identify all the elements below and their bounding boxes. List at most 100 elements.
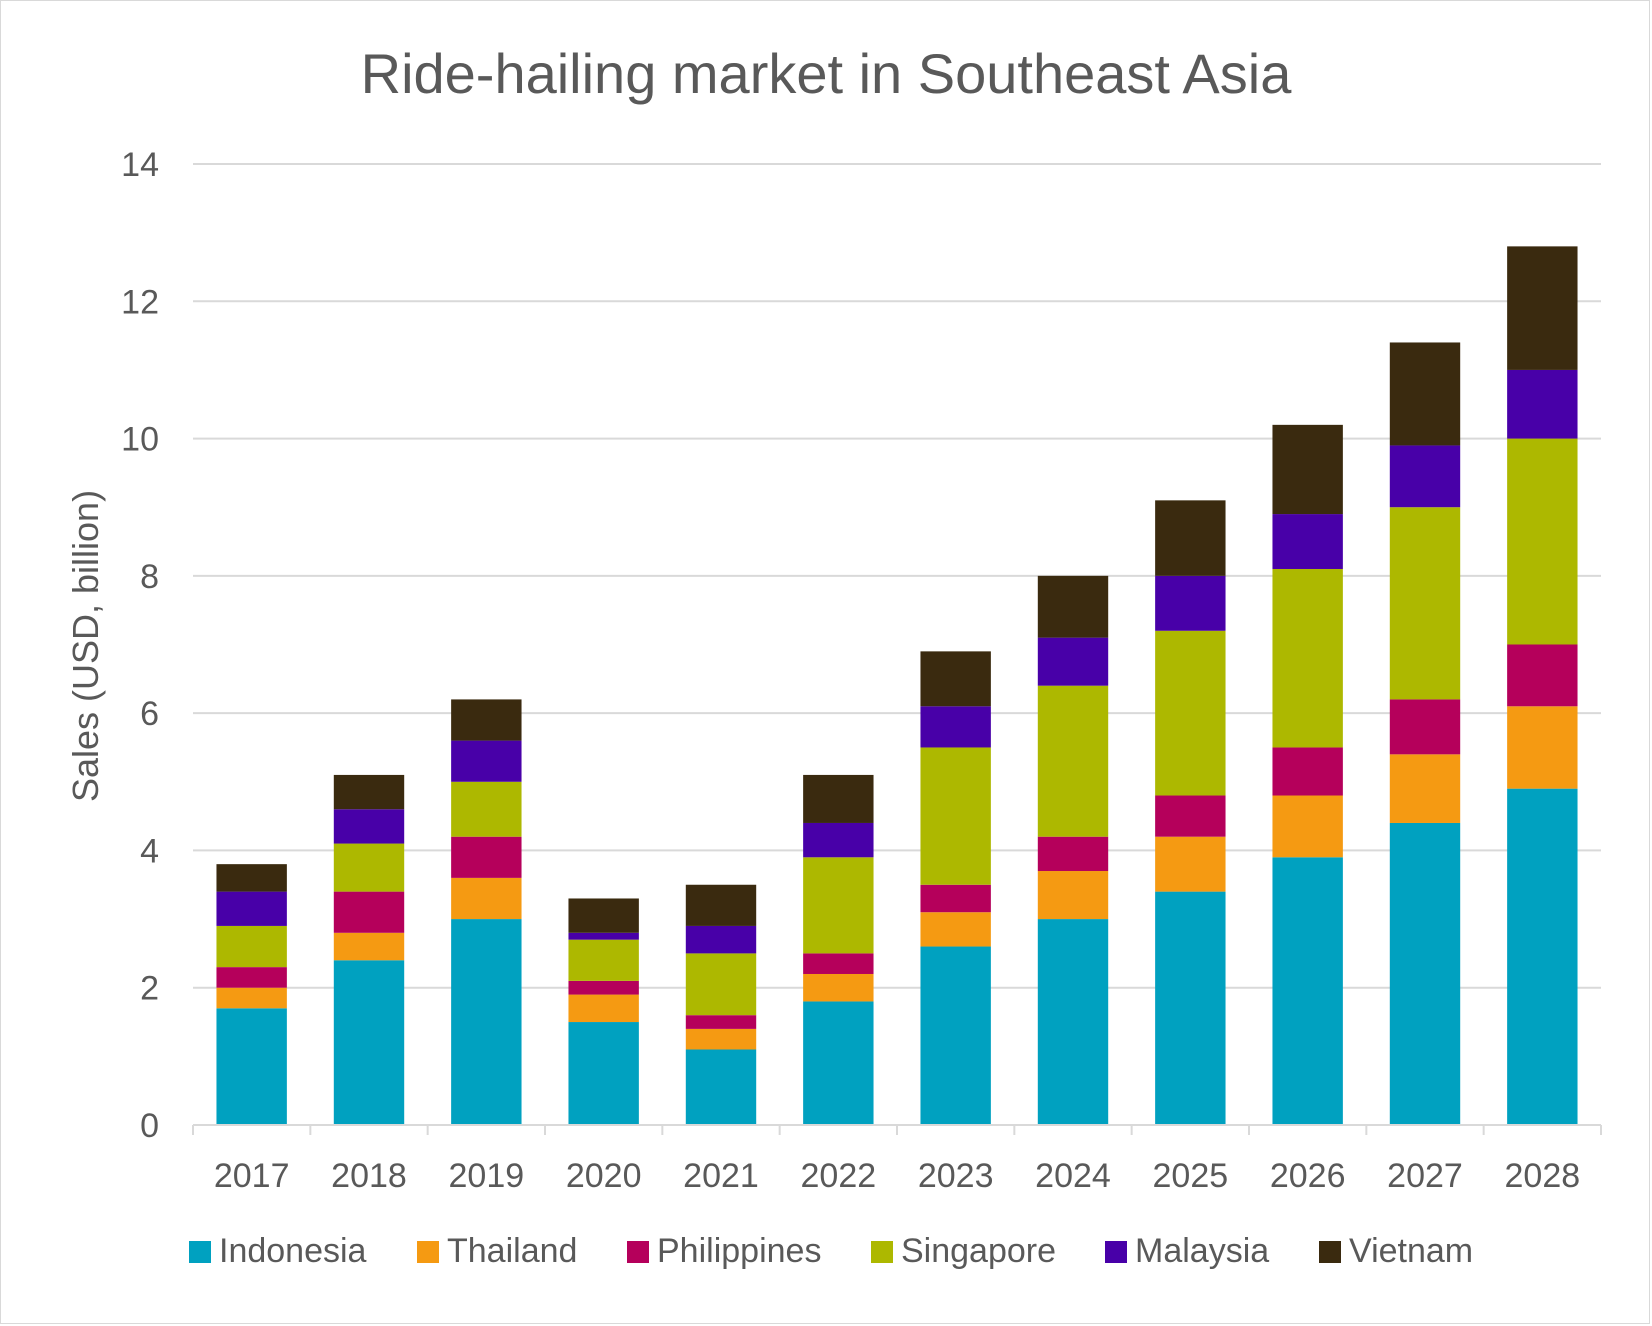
legend-label-indonesia: Indonesia (219, 1232, 367, 1270)
bar-philippines-2021 (685, 1015, 757, 1029)
bar-philippines-2022 (803, 953, 874, 974)
bar-singapore-2019 (451, 781, 522, 837)
bar-philippines-2024 (1037, 836, 1109, 872)
bar-malaysia-2027 (1389, 445, 1461, 508)
y-tick-label: 12 (121, 283, 159, 321)
bar-vietnam-2025 (1155, 500, 1226, 576)
bar-philippines-2025 (1155, 795, 1226, 837)
bar-indonesia-2028 (1507, 788, 1578, 1125)
y-tick-label: 0 (140, 1107, 159, 1145)
y-axis-label: Sales (USD, billion) (65, 490, 106, 802)
x-tick-label: 2020 (566, 1157, 642, 1195)
bar-vietnam-2027 (1389, 342, 1461, 446)
bar-vietnam-2018 (333, 774, 405, 810)
bar-thailand-2023 (920, 912, 991, 947)
x-tick-label: 2023 (918, 1157, 994, 1195)
y-tick-label: 4 (140, 832, 159, 870)
bar-indonesia-2020 (568, 1022, 639, 1125)
bar-vietnam-2017 (216, 864, 287, 892)
y-tick-label: 6 (140, 695, 159, 733)
x-tick-label: 2027 (1387, 1157, 1463, 1195)
bar-vietnam-2028 (1507, 246, 1578, 370)
y-tick-label: 10 (121, 421, 159, 459)
y-tick-label: 14 (121, 146, 159, 184)
gridlines (193, 163, 1601, 989)
bar-malaysia-2021 (685, 925, 757, 954)
bar-thailand-2026 (1272, 795, 1343, 858)
bar-singapore-2023 (920, 747, 991, 885)
bar-thailand-2024 (1037, 871, 1109, 920)
bar-malaysia-2017 (216, 891, 287, 926)
bar-singapore-2022 (803, 857, 874, 954)
bars (216, 246, 1578, 1125)
bar-thailand-2028 (1507, 706, 1578, 789)
bar-malaysia-2024 (1037, 637, 1109, 686)
bar-philippines-2027 (1389, 699, 1461, 755)
bar-malaysia-2028 (1507, 369, 1578, 439)
bar-philippines-2020 (568, 980, 639, 995)
bar-vietnam-2026 (1272, 424, 1343, 515)
bar-thailand-2018 (333, 932, 405, 961)
bar-thailand-2021 (685, 1028, 757, 1050)
bar-indonesia-2026 (1272, 857, 1343, 1125)
y-tick-label: 2 (140, 970, 159, 1008)
bar-malaysia-2019 (451, 740, 522, 782)
bar-philippines-2028 (1507, 644, 1578, 707)
bar-thailand-2020 (568, 994, 639, 1023)
bar-philippines-2023 (920, 884, 991, 913)
bar-indonesia-2022 (803, 1001, 874, 1125)
legend-label-philippines: Philippines (657, 1232, 821, 1270)
bar-singapore-2028 (1507, 438, 1578, 645)
bar-indonesia-2027 (1389, 822, 1461, 1125)
x-tick-label: 2026 (1270, 1157, 1346, 1195)
bar-vietnam-2023 (920, 651, 991, 707)
x-tick-label: 2019 (449, 1157, 525, 1195)
bar-indonesia-2019 (451, 919, 522, 1125)
x-tick-label: 2022 (801, 1157, 877, 1195)
chart-title: Ride-hailing market in Southeast Asia (361, 42, 1293, 105)
x-axis (192, 1124, 1602, 1135)
bar-thailand-2027 (1389, 754, 1461, 823)
bar-thailand-2025 (1155, 836, 1226, 892)
bar-malaysia-2023 (920, 706, 991, 748)
bar-malaysia-2020 (568, 932, 639, 940)
legend-label-singapore: Singapore (901, 1232, 1056, 1270)
bar-indonesia-2017 (216, 1008, 287, 1125)
legend-swatch-indonesia (189, 1241, 211, 1263)
bar-singapore-2025 (1155, 630, 1226, 796)
y-axis-ticks: 0 2 4 6 8 10 12 14 (121, 146, 159, 1145)
bar-thailand-2022 (803, 973, 874, 1002)
legend: Indonesia Thailand Philippines Singapore Mal… (189, 1232, 1473, 1270)
bar-vietnam-2022 (803, 774, 874, 823)
bar-indonesia-2025 (1155, 891, 1226, 1125)
bar-singapore-2024 (1037, 685, 1109, 837)
x-tick-label: 2024 (1035, 1157, 1111, 1195)
bar-philippines-2019 (451, 836, 522, 878)
bar-vietnam-2020 (568, 898, 639, 933)
bar-singapore-2021 (685, 953, 757, 1016)
bar-singapore-2018 (333, 843, 405, 892)
bar-vietnam-2024 (1037, 575, 1109, 638)
legend-label-vietnam: Vietnam (1349, 1232, 1473, 1270)
bar-malaysia-2026 (1272, 514, 1343, 569)
bar-singapore-2020 (568, 939, 639, 981)
legend-swatch-singapore (871, 1241, 893, 1263)
bar-thailand-2019 (451, 877, 522, 920)
legend-swatch-malaysia (1105, 1241, 1127, 1263)
bar-indonesia-2024 (1037, 919, 1109, 1125)
legend-swatch-philippines (627, 1241, 649, 1263)
bar-indonesia-2018 (333, 960, 405, 1125)
bar-indonesia-2023 (920, 946, 991, 1125)
bar-malaysia-2025 (1155, 575, 1226, 631)
x-tick-label: 2025 (1153, 1157, 1229, 1195)
x-tick-label: 2018 (331, 1157, 407, 1195)
bar-vietnam-2019 (451, 699, 522, 741)
bar-singapore-2017 (216, 925, 287, 968)
bar-malaysia-2022 (803, 822, 874, 858)
bar-singapore-2026 (1272, 568, 1343, 748)
bar-vietnam-2021 (685, 884, 757, 926)
bar-malaysia-2018 (333, 809, 405, 844)
bar-philippines-2018 (333, 891, 405, 933)
